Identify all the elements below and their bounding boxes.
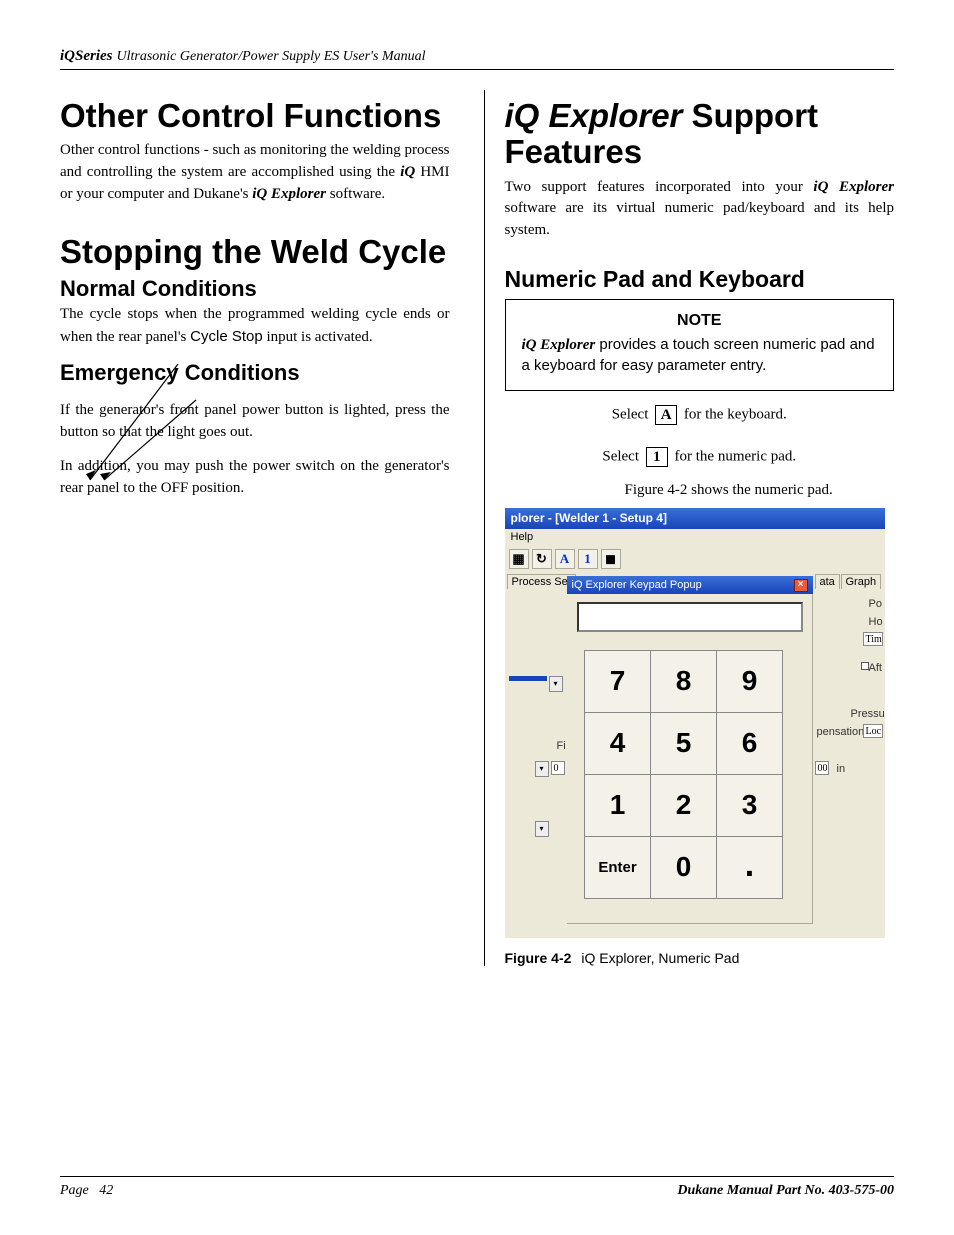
note-body: iQ Explorer provides a touch screen nume… (522, 335, 878, 376)
tab-graph[interactable]: Graph (841, 574, 882, 589)
subheading-emergency: Emergency Conditions (60, 360, 450, 386)
text: software are its virtual numeric pad/key… (505, 200, 895, 238)
slider-icon[interactable] (509, 676, 547, 681)
key-5[interactable]: 5 (650, 712, 717, 775)
note-box: NOTE iQ Explorer provides a touch screen… (505, 299, 895, 391)
header-brand: iQ (60, 48, 75, 65)
keypad-display[interactable] (577, 602, 803, 632)
text: Two support features incorporated into y… (505, 179, 814, 195)
text: Other control functions - such as monito… (60, 142, 450, 180)
keyboard-key-A: A (655, 405, 677, 425)
key-7[interactable]: 7 (584, 650, 651, 713)
dropdown-icon[interactable]: ▾ (535, 821, 549, 837)
heading-stopping-weld: Stopping the Weld Cycle (60, 234, 450, 270)
toolbar-btn-2[interactable]: ↻ (532, 549, 552, 569)
dropdown-icon[interactable]: ▾ (549, 676, 563, 692)
tab-process-set[interactable]: Process Set (507, 574, 576, 589)
page-header: iQ Series Ultrasonic Generator/Power Sup… (60, 48, 894, 70)
toolbar: ▦ ↻ A 1 ◼ (505, 547, 885, 571)
para-normal: The cycle stops when the programmed weld… (60, 304, 450, 349)
left-column: Other Control Functions Other control fu… (60, 90, 460, 966)
toolbar-btn-A[interactable]: A (555, 549, 575, 569)
text: Select (612, 406, 652, 422)
toolbar-btn-1num[interactable]: 1 (578, 549, 598, 569)
page-number: 42 (99, 1183, 113, 1198)
iq-explorer-italic: iQ Explorer (505, 97, 683, 134)
app-titlebar: plorer - [Welder 1 - Setup 4] (505, 508, 885, 529)
key-9[interactable]: 9 (716, 650, 783, 713)
text: input is activated. (263, 329, 373, 345)
toolbar-btn-5[interactable]: ◼ (601, 549, 621, 569)
text: for the keyboard. (680, 406, 787, 422)
para-support: Two support features incorporated into y… (505, 177, 895, 242)
bg-input[interactable]: Tim (863, 632, 883, 646)
bg-label: Po (869, 598, 882, 610)
key-6[interactable]: 6 (716, 712, 783, 775)
select-numpad-row: Select 1 for the numeric pad. (505, 447, 895, 467)
header-model: Ultrasonic Generator/Power Supply ES Use… (117, 49, 426, 65)
key-4[interactable]: 4 (584, 712, 651, 775)
caption-bold: Figure 4-2 (505, 950, 572, 966)
iq-term: iQ (400, 164, 415, 180)
keypad-body: 7 8 9 4 5 6 1 2 3 Enter 0 . (567, 594, 813, 924)
bg-label: Ho (869, 616, 883, 628)
footer-manual: Dukane Manual Part No. 403-575-00 (677, 1183, 894, 1199)
heading-other-control: Other Control Functions (60, 98, 450, 134)
text: for the numeric pad. (671, 448, 796, 464)
footer-page: Page 42 (60, 1183, 113, 1199)
heading-iq-support: iQ Explorer Support Features (505, 98, 895, 171)
iq-explorer-term: iQ Explorer (813, 179, 894, 195)
text: software. (326, 186, 385, 202)
para-other-control: Other control functions - such as monito… (60, 140, 450, 205)
cycle-stop-term: Cycle Stop (190, 328, 263, 345)
key-3[interactable]: 3 (716, 774, 783, 837)
para-emergency-1: If the generator's front panel power but… (60, 400, 450, 444)
keypad-titlebar: iQ Explorer Keypad Popup × (567, 576, 813, 594)
menu-help[interactable]: Help (505, 529, 885, 547)
bg-input[interactable]: Loc (863, 724, 883, 738)
keypad-title-text: iQ Explorer Keypad Popup (572, 579, 702, 591)
bg-input[interactable]: 00 (815, 761, 829, 775)
right-column: iQ Explorer Support Features Two support… (484, 90, 895, 966)
key-enter[interactable]: Enter (584, 836, 651, 899)
note-title: NOTE (522, 310, 878, 332)
page-footer: Page 42 Dukane Manual Part No. 403-575-0… (60, 1176, 894, 1199)
key-1[interactable]: 1 (584, 774, 651, 837)
select-keyboard-row: Select A for the keyboard. (505, 405, 895, 425)
bg-label: in (837, 763, 846, 775)
tab-data[interactable]: ata (815, 574, 840, 589)
keyboard-key-1: 1 (646, 447, 668, 467)
key-2[interactable]: 2 (650, 774, 717, 837)
checkbox-icon[interactable] (861, 662, 869, 670)
toolbar-btn-1[interactable]: ▦ (509, 549, 529, 569)
key-0[interactable]: 0 (650, 836, 717, 899)
iq-explorer-term: iQ Explorer (522, 337, 596, 353)
para-emergency-2: In addition, you may push the power swit… (60, 456, 450, 500)
figure-caption: Figure 4-2 iQ Explorer, Numeric Pad (505, 950, 895, 966)
figure-sub-text: Figure 4-2 shows the numeric pad. (625, 481, 895, 501)
close-icon[interactable]: × (794, 579, 808, 592)
bg-label: Pressu (851, 708, 885, 720)
dropdown-icon[interactable]: ▾ (535, 761, 549, 777)
subheading-numeric-pad: Numeric Pad and Keyboard (505, 266, 895, 293)
header-series: Series (75, 48, 113, 65)
key-dot[interactable]: . (716, 836, 783, 899)
bg-input[interactable]: 0 (551, 761, 565, 775)
iq-explorer-term: iQ Explorer (252, 186, 326, 202)
bg-label: Aft (869, 662, 882, 674)
page-label: Page (60, 1183, 89, 1198)
bg-label: pensation (817, 726, 865, 738)
keypad-grid: 7 8 9 4 5 6 1 2 3 Enter 0 . (585, 650, 783, 898)
bg-label: Fi (557, 740, 566, 752)
key-8[interactable]: 8 (650, 650, 717, 713)
screenshot-figure: plorer - [Welder 1 - Setup 4] Help ▦ ↻ A… (505, 508, 885, 938)
subheading-normal: Normal Conditions (60, 276, 450, 302)
caption-text: iQ Explorer, Numeric Pad (581, 950, 739, 966)
text: Select (602, 448, 642, 464)
